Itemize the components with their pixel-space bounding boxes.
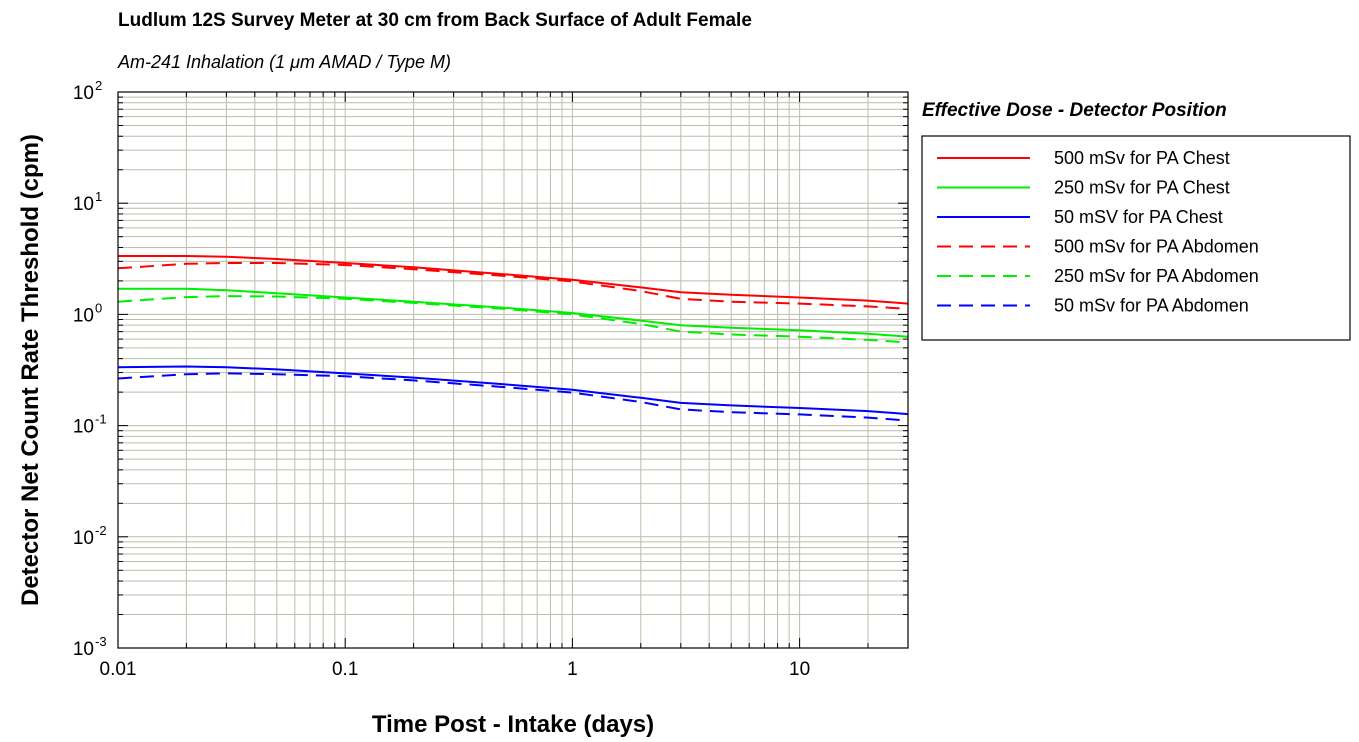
- legend: 500 mSv for PA Chest 250 mSv for PA Chest…: [937, 148, 1259, 316]
- y-tick-label: 10 -2: [73, 523, 107, 549]
- legend-label: 50 mSV for PA Chest: [1054, 207, 1223, 227]
- legend-item: 500 mSv for PA Chest: [937, 148, 1230, 168]
- y-tick-label: 10 -3: [73, 634, 107, 660]
- subtitle-mu: μ: [289, 52, 300, 72]
- y-tick-label-exponent: 2: [95, 78, 102, 93]
- chart-subtitle: Am-241 Inhalation (1 μm AMAD / Type M): [117, 52, 451, 72]
- y-tick-label: 10 -1: [73, 412, 107, 438]
- legend-label: 250 mSv for PA Chest: [1054, 178, 1230, 198]
- legend-item: 250 mSv for PA Abdomen: [937, 266, 1259, 286]
- y-tick-label-exponent: -2: [95, 523, 107, 538]
- chart-title: Ludlum 12S Survey Meter at 30 cm from Ba…: [118, 10, 752, 31]
- series-line-4: [117, 262, 909, 310]
- series-line-3: [117, 365, 909, 416]
- legend-item: 250 mSv for PA Chest: [937, 178, 1230, 198]
- x-axis-label: Time Post - Intake (days): [372, 711, 654, 738]
- subtitle-suffix: m AMAD / Type M): [300, 52, 451, 72]
- legend-item: 50 mSV for PA Chest: [937, 207, 1223, 227]
- y-tick-label: 10 2: [73, 78, 102, 104]
- y-tick-label-base: 10: [73, 639, 94, 660]
- y-tick-label-base: 10: [73, 194, 94, 215]
- y-tick-label-exponent: 0: [95, 300, 102, 315]
- legend-label: 500 mSv for PA Abdomen: [1054, 237, 1259, 257]
- plot-lines: [117, 255, 909, 422]
- y-tick-label-base: 10: [73, 83, 94, 104]
- legend-item: 500 mSv for PA Abdomen: [937, 237, 1259, 257]
- series-line-1: [118, 255, 909, 305]
- y-tick-label-base: 10: [73, 417, 94, 438]
- x-tick-label: 0.01: [100, 659, 137, 680]
- y-tick-label-base: 10: [73, 305, 94, 326]
- series-line-6: [117, 372, 909, 422]
- series-line-2: [118, 287, 909, 338]
- legend-label: 500 mSv for PA Chest: [1054, 148, 1230, 168]
- subtitle-prefix: Am-241 Inhalation (1: [117, 52, 290, 72]
- x-tick-label: 0.1: [332, 659, 358, 680]
- y-tick-label: 10 1: [73, 189, 102, 215]
- x-tick-label: 1: [567, 659, 578, 680]
- y-tick-label-exponent: -1: [95, 412, 107, 427]
- legend-title: Effective Dose - Detector Position: [922, 100, 1227, 121]
- y-tick-label-base: 10: [73, 528, 94, 549]
- x-tick-label: 10: [789, 659, 810, 680]
- plot-frame: [117, 91, 909, 649]
- grid: [118, 92, 908, 648]
- y-axis-label: Detector Net Count Rate Threshold (cpm): [17, 134, 44, 606]
- series-line-5: [117, 295, 909, 344]
- legend-label: 250 mSv for PA Abdomen: [1054, 266, 1259, 286]
- legend-label: 50 mSv for PA Abdomen: [1054, 296, 1249, 316]
- y-tick-label-exponent: -3: [95, 634, 107, 649]
- legend-item: 50 mSv for PA Abdomen: [937, 296, 1249, 316]
- y-tick-label: 10 0: [73, 300, 102, 326]
- y-tick-label-exponent: 1: [95, 189, 102, 204]
